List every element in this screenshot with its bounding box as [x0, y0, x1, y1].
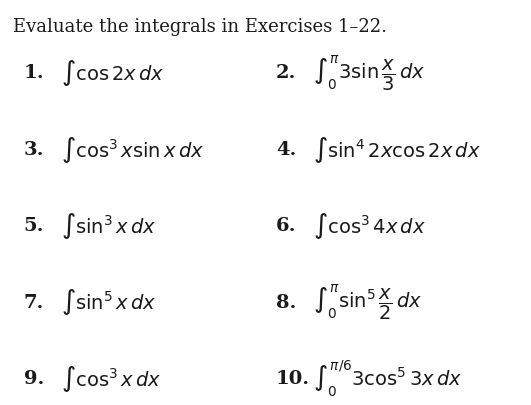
Text: 8.: 8.	[276, 294, 296, 311]
Text: 9.: 9.	[24, 370, 44, 388]
Text: Evaluate the integrals in Exercises 1–22.: Evaluate the integrals in Exercises 1–22…	[13, 19, 387, 36]
Text: $\int \sin^4 2x \cos 2x\, dx$: $\int \sin^4 2x \cos 2x\, dx$	[313, 135, 481, 165]
Text: 7.: 7.	[24, 294, 44, 311]
Text: 1.: 1.	[24, 64, 45, 82]
Text: 4.: 4.	[276, 141, 296, 159]
Text: 5.: 5.	[24, 217, 44, 235]
Text: 10.: 10.	[276, 370, 310, 388]
Text: $\int \cos 2x\, dx$: $\int \cos 2x\, dx$	[61, 58, 164, 88]
Text: 2.: 2.	[276, 64, 296, 82]
Text: $\int \cos^3 x\, dx$: $\int \cos^3 x\, dx$	[61, 364, 161, 394]
Text: $\int_0^{\pi} 3 \sin \dfrac{x}{3}\, dx$: $\int_0^{\pi} 3 \sin \dfrac{x}{3}\, dx$	[313, 53, 425, 93]
Text: $\int \cos^3 4x\, dx$: $\int \cos^3 4x\, dx$	[313, 211, 426, 241]
Text: 3.: 3.	[24, 141, 44, 159]
Text: $\int_0^{\pi/6} 3 \cos^5 3x\, dx$: $\int_0^{\pi/6} 3 \cos^5 3x\, dx$	[313, 359, 462, 399]
Text: $\int_0^{\pi} \sin^5 \dfrac{x}{2}\, dx$: $\int_0^{\pi} \sin^5 \dfrac{x}{2}\, dx$	[313, 283, 423, 322]
Text: $\int \cos^3 x \sin x\, dx$: $\int \cos^3 x \sin x\, dx$	[61, 135, 204, 165]
Text: $\int \sin^3 x\, dx$: $\int \sin^3 x\, dx$	[61, 211, 156, 241]
Text: $\int \sin^5 x\, dx$: $\int \sin^5 x\, dx$	[61, 288, 156, 318]
Text: 6.: 6.	[276, 217, 296, 235]
